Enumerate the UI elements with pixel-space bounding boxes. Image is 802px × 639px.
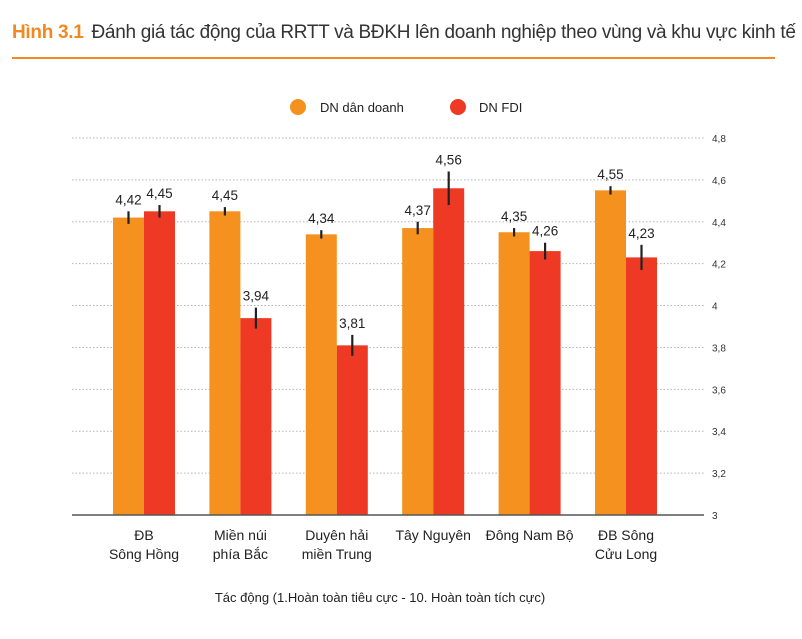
x-tick-label: miền Trung: [302, 546, 372, 562]
y-tick-label: 3: [712, 511, 718, 522]
y-tick-label: 3,2: [712, 469, 726, 480]
bar-dan-doanh: [209, 211, 241, 516]
bar-dan-doanh: [595, 190, 626, 515]
y-tick-label: 4,8: [712, 134, 726, 145]
y-tick-label: 4,4: [712, 218, 726, 229]
value-label: 4,42: [115, 192, 141, 207]
figure-title-text: Đánh giá tác động của RRTT và BĐKH lên d…: [91, 22, 796, 43]
legend-label-fdi: DN FDI: [479, 100, 522, 115]
value-label: 4,37: [405, 203, 431, 218]
bars: [113, 188, 657, 516]
value-label: 4,45: [212, 188, 238, 203]
x-tick-label: Duyên hải: [305, 527, 368, 543]
value-label: 4,26: [532, 224, 558, 239]
value-label: 4,45: [146, 186, 172, 201]
x-axis-categories: ĐB Sông Hồng Miền núi phía Bắc Duyên hải miền…: [109, 527, 657, 562]
bar-fdi: [336, 345, 368, 515]
x-tick-label: Cửu Long: [595, 546, 657, 562]
value-label: 4,34: [308, 211, 335, 226]
value-label: 4,23: [628, 226, 654, 241]
legend-label-dan-doanh: DN dân doanh: [320, 100, 404, 115]
x-tick-label: Sông Hồng: [109, 546, 179, 562]
value-label: 3,81: [339, 316, 365, 331]
error-bars: [127, 171, 643, 356]
legend-swatch-dan-doanh: [290, 99, 306, 115]
y-tick-label: 4: [712, 302, 718, 313]
figure-number: Hình 3.1: [12, 22, 84, 43]
bar-dan-doanh: [498, 232, 530, 515]
bar-fdi: [529, 251, 561, 515]
bar-dan-doanh: [402, 228, 434, 516]
x-tick-label: ĐB: [134, 527, 153, 543]
y-tick-label: 3,6: [712, 385, 726, 396]
bar-fdi: [144, 211, 175, 516]
gridlines: [72, 137, 704, 474]
bar-fdi: [626, 257, 657, 515]
bar-fdi: [433, 188, 465, 515]
bar-dan-doanh: [305, 234, 337, 515]
x-tick-label: phía Bắc: [213, 546, 268, 562]
value-label: 3,94: [243, 289, 270, 304]
value-labels: 4,42 4,45 4,45 3,94 4,34 3,81 4,37 4,56 4,35 4,26…: [115, 153, 654, 331]
x-tick-label: Đông Nam Bộ: [486, 527, 574, 543]
x-tick-label: Tây Nguyên: [395, 527, 470, 543]
bar-fdi: [240, 318, 272, 515]
legend-swatch-fdi: [450, 99, 466, 115]
y-tick-label: 4,2: [712, 260, 726, 271]
value-label: 4,35: [501, 209, 527, 224]
bar-dan-doanh: [113, 217, 144, 516]
x-axis-title: Tác động (1.Hoàn toàn tiêu cực - 10. Hoà…: [215, 590, 545, 605]
x-tick-label: ĐB Sông: [598, 527, 654, 543]
value-label: 4,55: [597, 167, 623, 182]
x-tick-label: Miền núi: [214, 527, 267, 543]
y-axis-ticks: 3 3,2 3,4 3,6 3,8 4 4,2 4,4 4,6 4,8: [712, 134, 726, 522]
y-tick-label: 4,6: [712, 176, 726, 187]
value-label: 4,56: [436, 153, 462, 168]
legend: DN dân doanh DN FDI: [290, 99, 522, 115]
y-tick-label: 3,4: [712, 427, 726, 438]
title-divider: [12, 57, 775, 59]
figure-title: Hình 3.1 Đánh giá tác động của RRTT và BĐ…: [12, 22, 796, 44]
y-tick-label: 3,8: [712, 343, 726, 354]
